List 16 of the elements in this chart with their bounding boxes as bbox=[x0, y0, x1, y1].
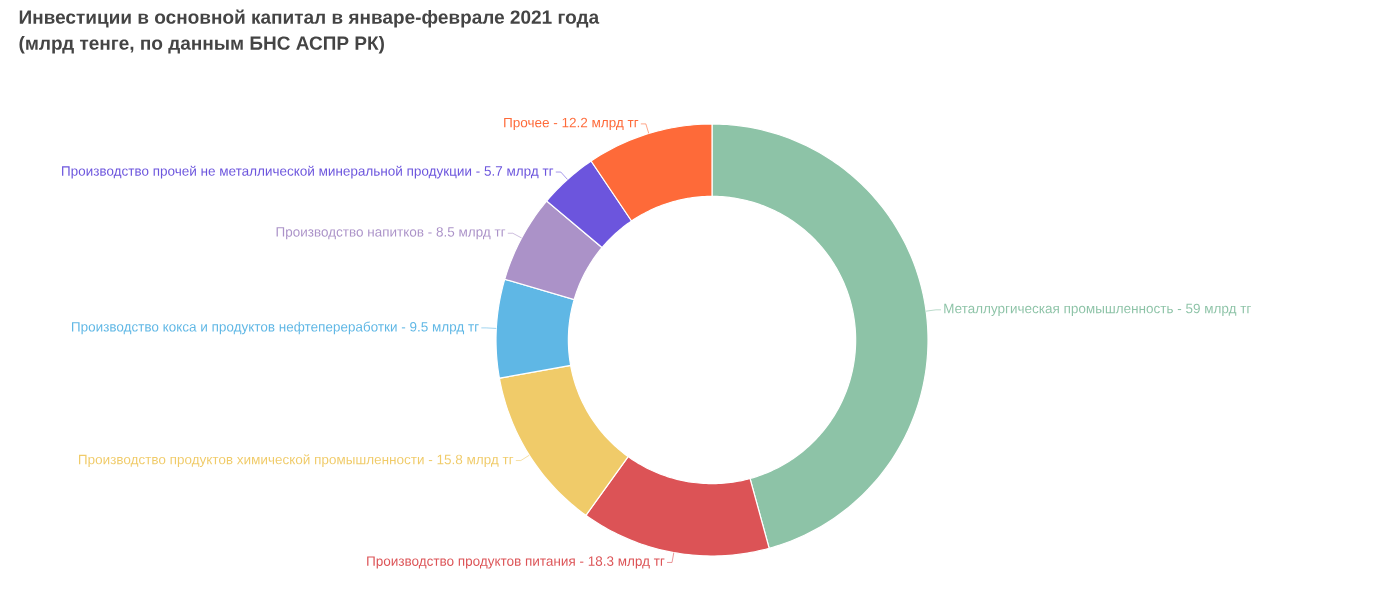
slice-label: Металлургическая промышленность - bbox=[944, 303, 1182, 316]
data-label: 5.7 млрд тг bbox=[484, 166, 554, 179]
slice-label: Производство напитков - bbox=[276, 227, 432, 240]
data-label: 9.5 млрд тг bbox=[410, 322, 479, 335]
data-label: 59 млрд тг bbox=[1186, 303, 1251, 316]
data-label: 18.3 млрд тг bbox=[588, 556, 665, 569]
slice-label: Производство кокса и продуктов нефтепереработки - bbox=[72, 321, 406, 335]
data-label: 8.5 млрд тг bbox=[436, 227, 506, 240]
slice-label: Производство продуктов питания - bbox=[367, 556, 584, 569]
slice-label: Производство прочей не металлической минеральной продукции - bbox=[62, 165, 480, 179]
data-label: 12.2 млрд тг bbox=[562, 117, 639, 131]
slice-label: Прочее - bbox=[504, 117, 558, 131]
chart-subtitle: (млрд тенге, по данным БНС АСПР РК) bbox=[19, 35, 384, 54]
chart-title: Инвестиции в основной капитал в январе-феврале 2021 года bbox=[19, 9, 600, 28]
data-label: 15.8 млрд тг bbox=[437, 454, 514, 467]
slice-label: Производство продуктов химической промышленности - bbox=[78, 454, 433, 467]
